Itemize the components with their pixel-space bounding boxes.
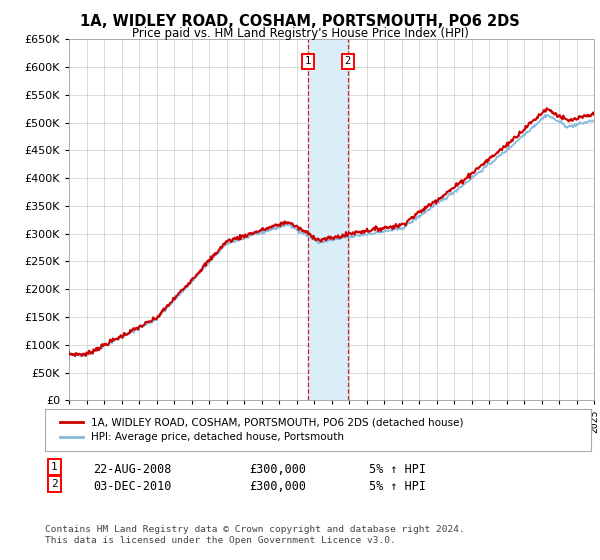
- Text: 03-DEC-2010: 03-DEC-2010: [93, 480, 172, 493]
- Text: 2: 2: [51, 479, 58, 489]
- Text: 5% ↑ HPI: 5% ↑ HPI: [369, 463, 426, 476]
- Text: 1: 1: [305, 57, 311, 67]
- Text: 1A, WIDLEY ROAD, COSHAM, PORTSMOUTH, PO6 2DS: 1A, WIDLEY ROAD, COSHAM, PORTSMOUTH, PO6…: [80, 14, 520, 29]
- Text: Price paid vs. HM Land Registry's House Price Index (HPI): Price paid vs. HM Land Registry's House …: [131, 27, 469, 40]
- Text: Contains HM Land Registry data © Crown copyright and database right 2024.
This d: Contains HM Land Registry data © Crown c…: [45, 525, 465, 545]
- Text: 1: 1: [51, 462, 58, 472]
- Text: 5% ↑ HPI: 5% ↑ HPI: [369, 480, 426, 493]
- Text: £300,000: £300,000: [249, 463, 306, 476]
- Text: 2: 2: [344, 57, 351, 67]
- Text: £300,000: £300,000: [249, 480, 306, 493]
- Bar: [308, 39, 347, 400]
- Text: 22-AUG-2008: 22-AUG-2008: [93, 463, 172, 476]
- Legend: 1A, WIDLEY ROAD, COSHAM, PORTSMOUTH, PO6 2DS (detached house), HPI: Average pric: 1A, WIDLEY ROAD, COSHAM, PORTSMOUTH, PO6…: [56, 413, 468, 446]
